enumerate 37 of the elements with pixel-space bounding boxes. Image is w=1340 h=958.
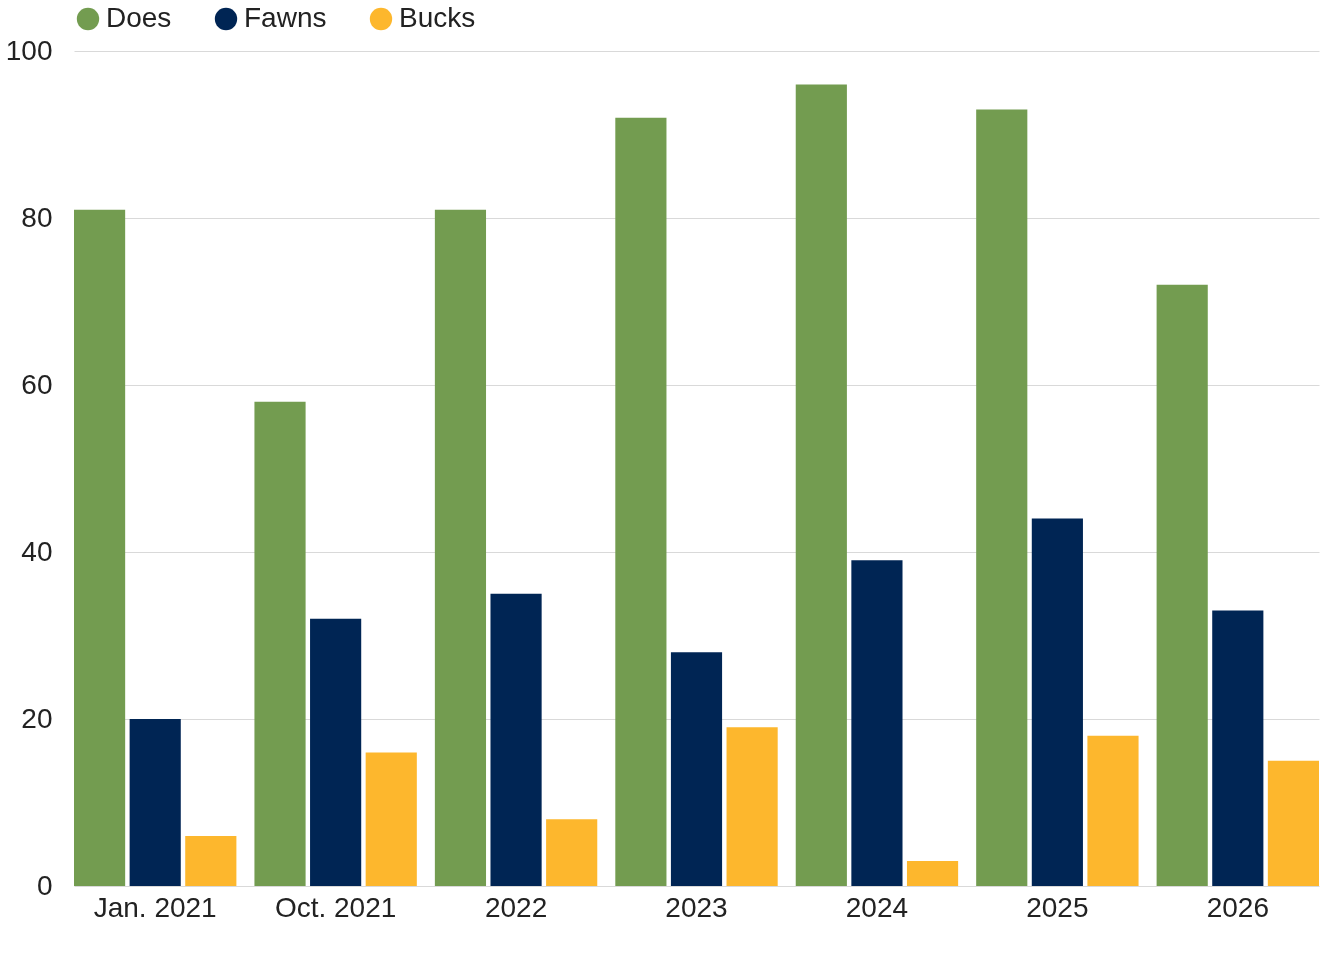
x-tick-label: 2022 bbox=[484, 891, 548, 923]
y-tick-label: 20 bbox=[21, 702, 53, 734]
bar bbox=[670, 652, 723, 886]
legend-label: Fawns bbox=[244, 2, 327, 33]
bar bbox=[726, 727, 778, 886]
y-tick-label: 40 bbox=[21, 535, 53, 567]
y-tick-label: 100 bbox=[5, 34, 53, 66]
x-tick-label: Jan. 2021 bbox=[93, 891, 217, 923]
bar bbox=[310, 618, 362, 886]
x-tick-label: 2023 bbox=[665, 891, 728, 923]
bar bbox=[1267, 760, 1319, 886]
bar bbox=[129, 719, 181, 886]
bar bbox=[1087, 735, 1139, 886]
bar bbox=[615, 117, 667, 886]
bar bbox=[365, 752, 417, 886]
bar bbox=[795, 84, 847, 886]
bar bbox=[851, 560, 903, 886]
bar bbox=[1031, 518, 1083, 886]
legend-label: Does bbox=[106, 2, 172, 33]
legend-label: Bucks bbox=[399, 2, 476, 33]
bar bbox=[185, 835, 237, 886]
x-tick-label: 2025 bbox=[1026, 891, 1089, 923]
y-tick-label: 60 bbox=[21, 368, 53, 400]
bar bbox=[1156, 284, 1208, 886]
bar bbox=[546, 819, 598, 886]
bar bbox=[490, 593, 542, 886]
bar bbox=[1212, 610, 1264, 886]
x-tick-label: 2024 bbox=[845, 891, 909, 923]
bar bbox=[254, 401, 306, 886]
bar bbox=[976, 109, 1028, 886]
bar bbox=[906, 860, 959, 886]
y-tick-label: 0 bbox=[36, 869, 53, 901]
bar bbox=[434, 209, 487, 886]
y-tick-label: 80 bbox=[21, 201, 53, 233]
bar bbox=[74, 209, 126, 886]
x-tick-label: 2026 bbox=[1206, 891, 1269, 923]
x-tick-label: Oct. 2021 bbox=[274, 891, 397, 923]
